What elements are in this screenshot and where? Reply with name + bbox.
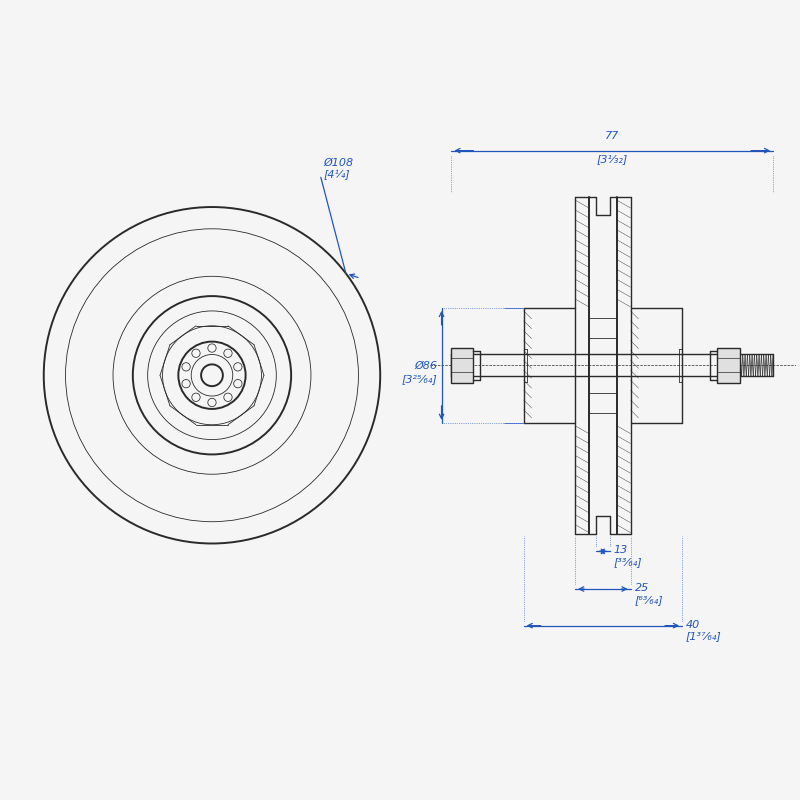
Text: 40: 40	[686, 620, 700, 630]
Text: Ø108: Ø108	[324, 158, 354, 167]
Bar	[451, 347, 474, 383]
Text: 13: 13	[614, 546, 628, 555]
Bar	[717, 347, 741, 383]
Text: [1³⁷⁄₆₄]: [1³⁷⁄₆₄]	[686, 631, 722, 642]
Text: 25: 25	[634, 583, 649, 593]
Text: [⁶³⁄₆₄]: [⁶³⁄₆₄]	[634, 595, 663, 605]
Text: Ø86: Ø86	[414, 360, 438, 370]
Text: [³³⁄₆₄]: [³³⁄₆₄]	[614, 558, 642, 567]
Text: 77: 77	[605, 130, 619, 141]
Text: [4¼]: [4¼]	[324, 170, 350, 180]
Text: [3¹⁄₃₂]: [3¹⁄₃₂]	[597, 154, 628, 165]
Text: [3²⁵⁄₆₄]: [3²⁵⁄₆₄]	[402, 374, 438, 384]
